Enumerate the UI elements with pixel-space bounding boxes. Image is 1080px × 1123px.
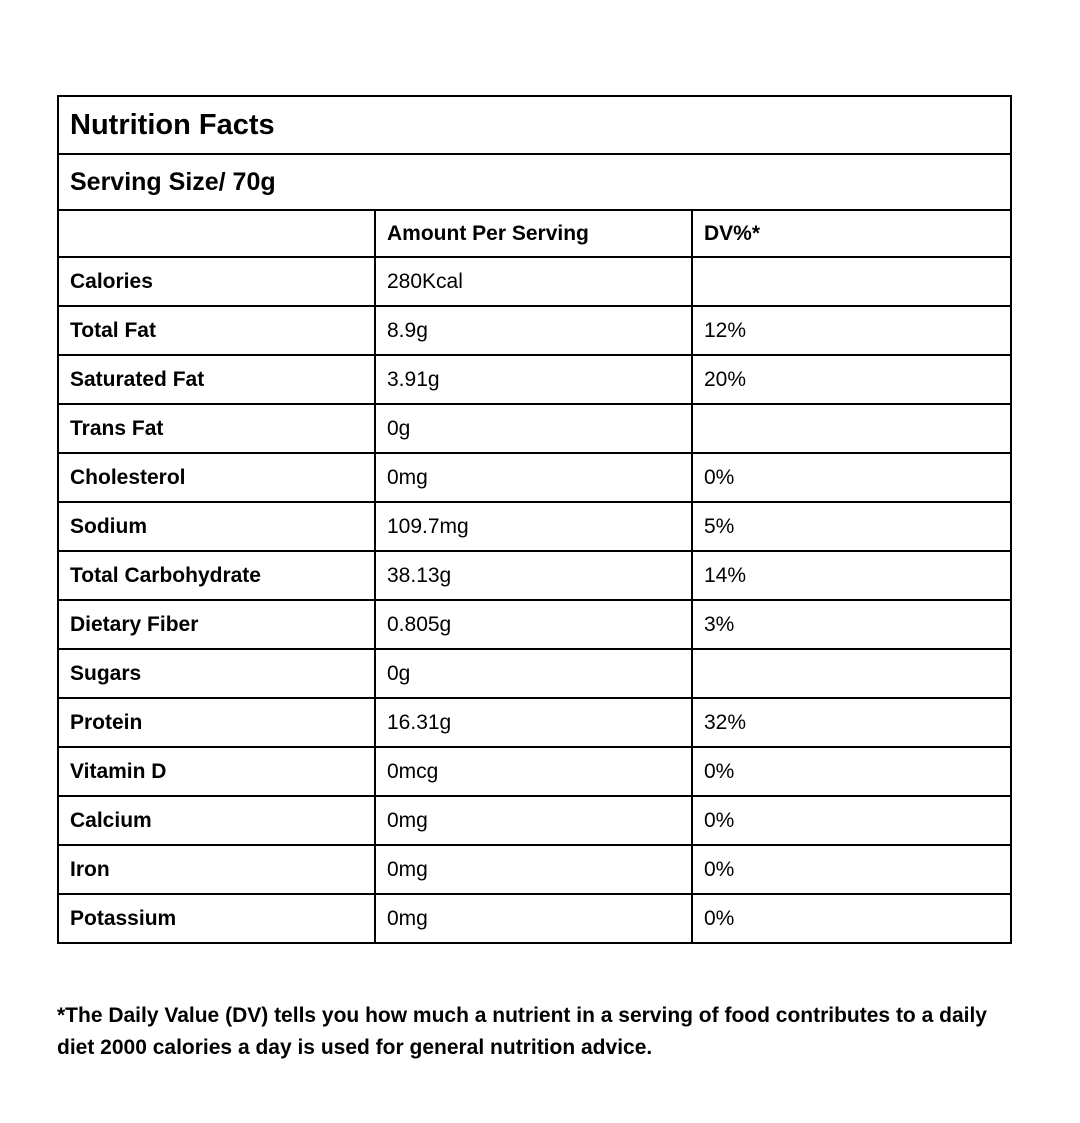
nutrient-row: Vitamin D 0mcg 0% [57,746,1013,797]
nutrient-name: Total Fat [57,305,376,356]
daily-value: 0% [690,795,1013,846]
nutrient-row: Trans Fat 0g [57,403,1013,454]
daily-value: 20% [690,354,1013,405]
daily-value [690,648,1013,699]
nutrient-row: Cholesterol 0mg 0% [57,452,1013,503]
nutrient-name: Sugars [57,648,376,699]
nutrient-row: Sugars 0g [57,648,1013,699]
nutrient-name: Protein [57,697,376,748]
amount: 0mg [374,844,693,895]
nutrient-name: Trans Fat [57,403,376,454]
nutrient-name: Calories [57,256,376,307]
table-title: Nutrition Facts [56,95,1013,155]
daily-value: 0% [690,893,1013,944]
amount: 16.31g [374,697,693,748]
nutrient-name: Dietary Fiber [57,599,376,650]
column-header [57,209,376,258]
nutrient-row: Iron 0mg 0% [57,844,1013,895]
nutrient-name: Total Carbohydrate [57,550,376,601]
nutrient-row: Calories 280Kcal [57,256,1013,307]
amount: 3.91g [374,354,693,405]
amount: 38.13g [374,550,693,601]
nutrient-name: Saturated Fat [57,354,376,405]
amount: 0g [374,648,693,699]
nutrient-name: Calcium [57,795,376,846]
amount: 0.805g [374,599,693,650]
nutrient-name: Cholesterol [57,452,376,503]
serving-size: Serving Size/ 70g [56,153,1013,211]
nutrition-table: Nutrition Facts Serving Size/ 70g Amount… [56,95,1013,944]
serving-row: Serving Size/ 70g [56,153,1013,211]
column-header: Amount Per Serving [374,209,693,258]
nutrient-name: Sodium [57,501,376,552]
nutrient-row: Saturated Fat 3.91g 20% [57,354,1013,405]
daily-value: 32% [690,697,1013,748]
daily-value: 14% [690,550,1013,601]
daily-value: 0% [690,746,1013,797]
nutrient-row: Protein 16.31g 32% [57,697,1013,748]
amount: 0mg [374,893,693,944]
nutrient-name: Vitamin D [57,746,376,797]
daily-value [690,403,1013,454]
daily-value: 5% [690,501,1013,552]
amount: 0mcg [374,746,693,797]
daily-value [690,256,1013,307]
nutrient-row: Total Carbohydrate 38.13g 14% [57,550,1013,601]
nutrient-row: Dietary Fiber 0.805g 3% [57,599,1013,650]
amount: 109.7mg [374,501,693,552]
nutrient-row: Potassium 0mg 0% [57,893,1013,944]
nutrient-row: Calcium 0mg 0% [57,795,1013,846]
amount: 8.9g [374,305,693,356]
footnote: *The Daily Value (DV) tells you how much… [57,1004,987,1059]
amount: 0g [374,403,693,454]
column-header: DV%* [690,209,1013,258]
daily-value: 0% [690,844,1013,895]
title-row: Nutrition Facts [56,95,1013,155]
nutrient-row: Total Fat 8.9g 12% [57,305,1013,356]
header-row: Amount Per Serving DV%* [57,209,1013,258]
amount: 280Kcal [374,256,693,307]
daily-value: 0% [690,452,1013,503]
daily-value: 12% [690,305,1013,356]
daily-value: 3% [690,599,1013,650]
amount: 0mg [374,795,693,846]
nutrient-row: Sodium 109.7mg 5% [57,501,1013,552]
amount: 0mg [374,452,693,503]
nutrient-name: Iron [57,844,376,895]
nutrient-name: Potassium [57,893,376,944]
